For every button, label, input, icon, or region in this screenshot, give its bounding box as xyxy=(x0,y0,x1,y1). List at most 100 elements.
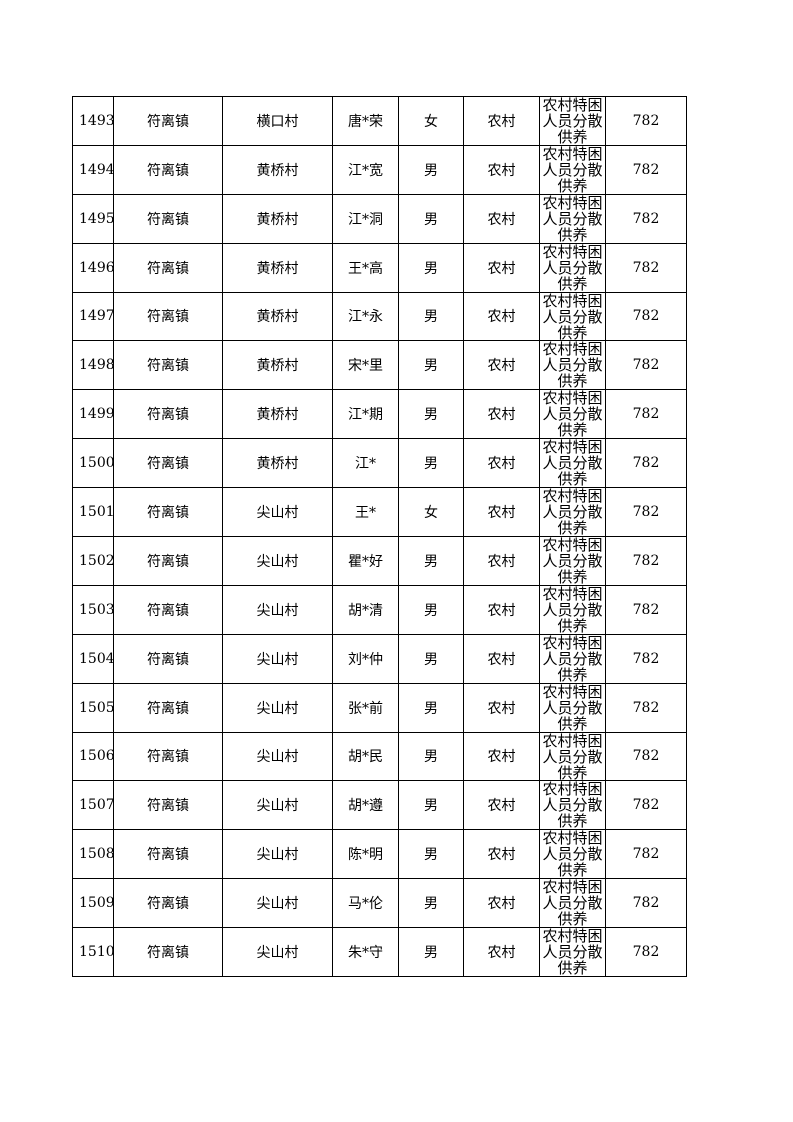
table-cell: 1507 xyxy=(73,781,114,831)
table-cell: 男 xyxy=(399,879,464,929)
table-cell: 符离镇 xyxy=(114,830,223,880)
table-cell: 农村特困人员分散供养 xyxy=(540,292,606,342)
table-cell: 符离镇 xyxy=(114,928,223,977)
table-cell: 胡*清 xyxy=(333,585,399,635)
table-cell: 782 xyxy=(606,781,687,831)
table-cell: 符离镇 xyxy=(114,97,223,146)
table-cell: 农村特困人员分散供养 xyxy=(540,341,606,391)
table-cell: 符离镇 xyxy=(114,732,223,782)
table-cell: 男 xyxy=(399,683,464,733)
table-cell: 782 xyxy=(606,439,687,489)
table-cell: 1498 xyxy=(73,341,114,391)
table-cell: 黄桥村 xyxy=(223,243,333,293)
table-cell: 胡*遵 xyxy=(333,781,399,831)
table-cell: 符离镇 xyxy=(114,145,223,195)
table-cell: 782 xyxy=(606,145,687,195)
table-cell: 陈*明 xyxy=(333,830,399,880)
table-cell: 尖山村 xyxy=(223,830,333,880)
table-cell: 农村 xyxy=(464,390,540,440)
table-cell: 农村特困人员分散供养 xyxy=(540,634,606,684)
table-cell: 农村 xyxy=(464,732,540,782)
table-cell: 1510 xyxy=(73,928,114,977)
table-cell: 782 xyxy=(606,537,687,586)
table-cell: 农村特困人员分散供养 xyxy=(540,585,606,635)
table-cell: 黄桥村 xyxy=(223,194,333,244)
table-cell: 782 xyxy=(606,634,687,684)
table-cell: 1499 xyxy=(73,390,114,440)
table-cell: 农村特困人员分散供养 xyxy=(540,830,606,880)
table-cell: 符离镇 xyxy=(114,194,223,244)
table-cell: 782 xyxy=(606,194,687,244)
table-cell: 782 xyxy=(606,243,687,293)
table-cell: 农村 xyxy=(464,879,540,929)
table-cell: 符离镇 xyxy=(114,341,223,391)
table-cell: 符离镇 xyxy=(114,683,223,733)
table-cell: 1502 xyxy=(73,537,114,586)
table-cell: 1504 xyxy=(73,634,114,684)
table-cell: 尖山村 xyxy=(223,683,333,733)
table-cell: 符离镇 xyxy=(114,439,223,489)
table-cell: 农村 xyxy=(464,292,540,342)
table-cell: 尖山村 xyxy=(223,781,333,831)
table-cell: 王* xyxy=(333,488,399,537)
table-cell: 1508 xyxy=(73,830,114,880)
table-cell: 尖山村 xyxy=(223,732,333,782)
table-cell: 农村 xyxy=(464,97,540,146)
table-cell: 符离镇 xyxy=(114,390,223,440)
table-cell: 尖山村 xyxy=(223,537,333,586)
table-cell: 农村特困人员分散供养 xyxy=(540,879,606,929)
table-cell: 符离镇 xyxy=(114,243,223,293)
table-cell: 男 xyxy=(399,537,464,586)
table-cell: 782 xyxy=(606,879,687,929)
table-cell: 符离镇 xyxy=(114,634,223,684)
table-cell: 782 xyxy=(606,341,687,391)
table-cell: 黄桥村 xyxy=(223,145,333,195)
table-cell: 黄桥村 xyxy=(223,341,333,391)
table-cell: 黄桥村 xyxy=(223,390,333,440)
table-cell: 男 xyxy=(399,634,464,684)
table-cell: 农村特困人员分散供养 xyxy=(540,145,606,195)
table-cell: 农村特困人员分散供养 xyxy=(540,781,606,831)
table-cell: 农村特困人员分散供养 xyxy=(540,439,606,489)
table-cell: 农村特困人员分散供养 xyxy=(540,97,606,146)
table-cell: 农村特困人员分散供养 xyxy=(540,928,606,977)
table-cell: 1493 xyxy=(73,97,114,146)
table-cell: 农村 xyxy=(464,145,540,195)
table-cell: 江*期 xyxy=(333,390,399,440)
table-cell: 江* xyxy=(333,439,399,489)
table-cell: 农村 xyxy=(464,781,540,831)
table-cell: 782 xyxy=(606,292,687,342)
table-cell: 江*洞 xyxy=(333,194,399,244)
table-cell: 唐*荣 xyxy=(333,97,399,146)
table-cell: 1501 xyxy=(73,488,114,537)
table-cell: 农村 xyxy=(464,439,540,489)
table-cell: 符离镇 xyxy=(114,537,223,586)
table-cell: 江*宽 xyxy=(333,145,399,195)
table-cell: 朱*守 xyxy=(333,928,399,977)
table-cell: 1509 xyxy=(73,879,114,929)
table-cell: 农村 xyxy=(464,537,540,586)
table-cell: 农村 xyxy=(464,683,540,733)
table: 1493 符离镇 横口村 唐*荣女农村 农村特困人员分散供养 782 1494 符离镇 黄桥村江… xyxy=(72,96,687,977)
table-cell: 男 xyxy=(399,781,464,831)
table-cell: 宋*里 xyxy=(333,341,399,391)
table-cell: 尖山村 xyxy=(223,928,333,977)
table-cell: 男 xyxy=(399,390,464,440)
table-cell: 男 xyxy=(399,830,464,880)
table-cell: 男 xyxy=(399,145,464,195)
table-cell: 农村 xyxy=(464,830,540,880)
table-cell: 782 xyxy=(606,390,687,440)
table-cell: 男 xyxy=(399,292,464,342)
table-cell: 农村特困人员分散供养 xyxy=(540,683,606,733)
table-cell: 农村特困人员分散供养 xyxy=(540,194,606,244)
table-cell: 农村特困人员分散供养 xyxy=(540,732,606,782)
table-cell: 符离镇 xyxy=(114,585,223,635)
table-cell: 刘*仲 xyxy=(333,634,399,684)
table-cell: 胡*民 xyxy=(333,732,399,782)
table-cell: 782 xyxy=(606,732,687,782)
table-cell: 符离镇 xyxy=(114,879,223,929)
table-cell: 农村特困人员分散供养 xyxy=(540,488,606,537)
table-cell: 女 xyxy=(399,488,464,537)
table-cell: 782 xyxy=(606,928,687,977)
